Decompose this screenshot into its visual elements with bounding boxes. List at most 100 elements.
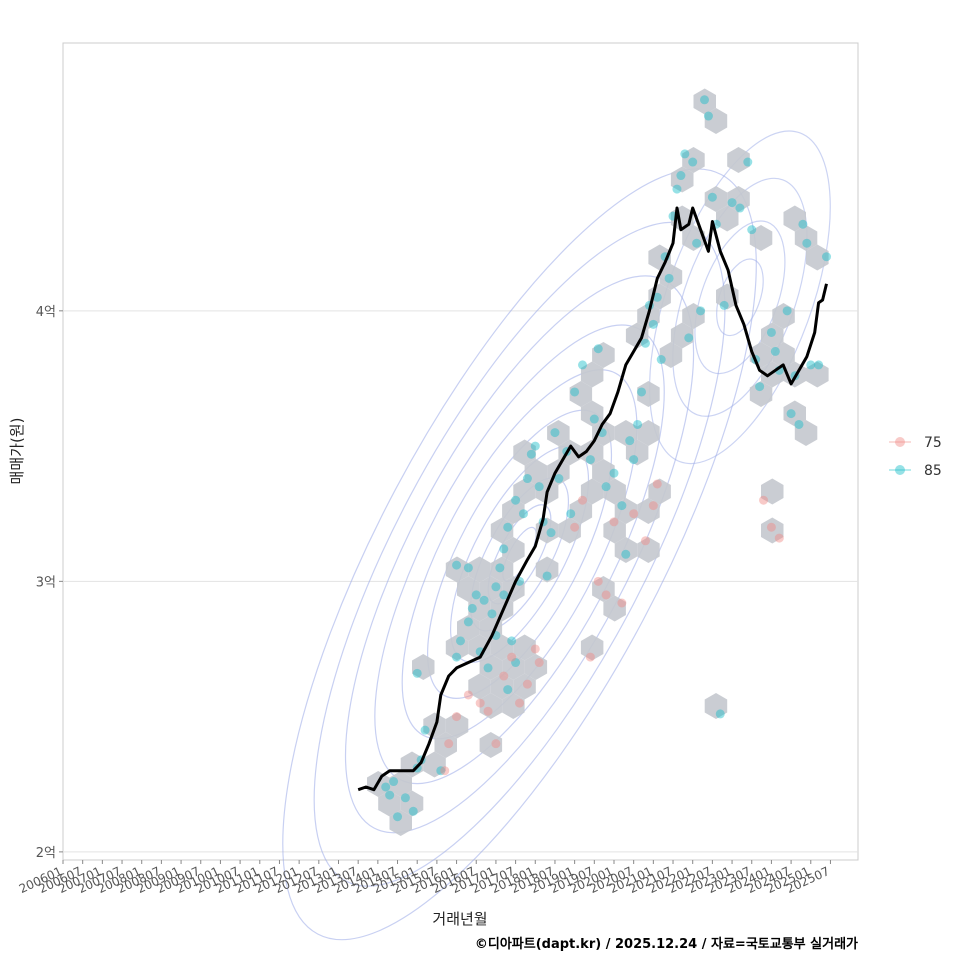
hexbin-cell [580,400,604,427]
hexbin-cell [727,186,750,212]
source-caption: ©디아파트(dapt.kr) / 2025.12.24 / 자료=국토교통부 실… [475,936,858,952]
series-85-point [467,603,477,613]
hexbin-cell [637,537,660,563]
hexbin-cell [580,478,604,505]
series-85-point [491,582,501,592]
series-85-points [381,95,832,822]
hexbin-cell [479,576,503,602]
series-85-point [814,360,824,370]
series-85-point [601,482,611,492]
hexbin-cell [592,420,615,446]
series-85-point [479,595,489,605]
hexbin-cell [603,478,626,505]
series-85-point [770,346,780,356]
series-85-point [471,590,481,600]
series-75-point [463,690,473,700]
series-85-point [715,709,725,719]
series-85-point [463,617,473,627]
hexbin-cell [502,498,525,524]
hexbin-cell [637,498,660,524]
series-85-point [570,387,580,397]
series-85-point [798,219,808,229]
hexbin-cell [783,400,806,427]
series-75-point [483,706,493,716]
series-85-point [487,609,497,619]
series-85-point [546,528,556,538]
series-85-point [696,306,706,316]
series-75-point [534,658,544,668]
hexbin-cell [389,810,412,836]
series-85-point [408,806,418,816]
hexbin-cell [704,186,728,212]
y-tick-label: 2억 [36,846,56,861]
series-85-point [578,360,588,370]
hexbin-cell [806,361,829,388]
series-85-point [822,252,832,262]
series-85-point [534,482,544,492]
series-85-point [393,812,403,822]
series-85-point [499,590,509,600]
hexbin-cell [479,693,503,719]
series-85-point [456,636,465,646]
series-85-point [522,474,532,484]
series-85-point [381,782,391,792]
series-85-point [420,725,430,735]
series-75-point [499,671,509,681]
series-75-point [578,495,588,505]
series-85-point [617,501,627,511]
legend-entry-75: 75 [889,435,942,451]
y-tick-label: 4억 [36,305,56,320]
y-tick-label: 3억 [36,575,56,590]
hexbin-cell [749,225,773,251]
hexbin-cell [423,751,446,778]
legend-label-75: 75 [924,435,942,451]
hexbin-cell [457,615,480,641]
hexbin-cell [772,342,795,368]
series-85-point [794,419,804,429]
series-85-point [766,327,776,337]
density-contour [401,369,638,740]
series-85-point [633,419,643,429]
hexbin-cell [670,166,694,193]
series-75-point [444,739,454,749]
series-85-point [526,449,536,459]
hexbin-cell [614,537,638,563]
series-85-point [637,387,647,397]
hexbin-cell [490,634,514,661]
series-85-point [507,636,517,646]
hexbin-cell [727,147,750,173]
series-85-point [483,663,493,673]
hexbin-cell [592,459,615,485]
series-85-point [640,338,650,348]
hexbin-cell [704,693,728,719]
series-75-point [617,598,627,608]
series-85-point [452,560,462,570]
hexbin-cell [614,420,638,446]
hexbin-cell [490,517,514,544]
hexbin-cell [445,712,469,739]
hexbin-cell [569,381,593,407]
moving-average-series [357,206,828,792]
series-85-point [542,571,552,581]
series-85-point [400,793,410,803]
series-85-point [719,300,729,310]
hexbin-cell [479,654,503,680]
series-85-point [727,198,737,208]
hexbin-cell [502,537,525,563]
hexbin-cell [794,225,818,251]
hexbin-cell [659,264,683,290]
series-85-point [703,111,713,121]
series-75-point [648,501,658,511]
series-85-point [503,685,513,695]
series-85-point [648,319,658,329]
series-85-point [385,790,395,800]
hexbin-cell [761,517,784,544]
series-85-point [530,441,540,451]
series-85-point [707,192,717,202]
series-85-point [518,509,528,519]
hexbin-cell [693,88,716,115]
series-75-point [491,739,501,749]
hexbin-cell [682,225,705,251]
series-75-point [585,652,595,662]
